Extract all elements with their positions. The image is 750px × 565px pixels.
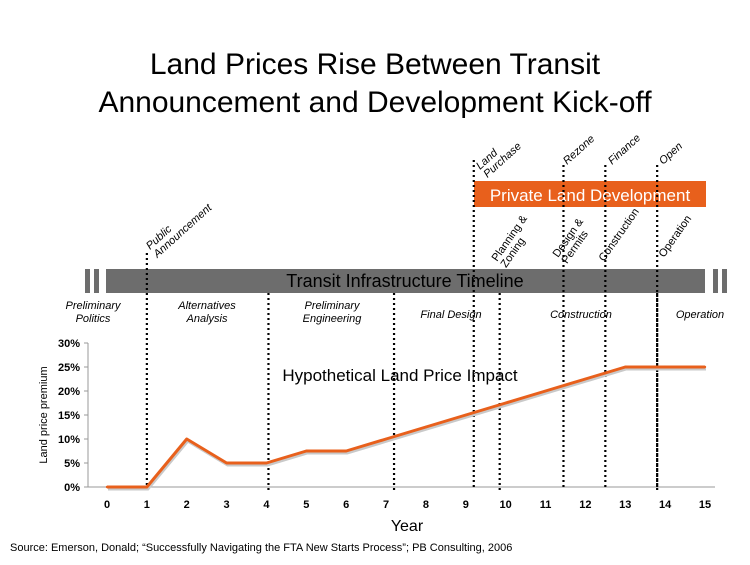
land-price-point xyxy=(703,365,707,369)
milestone-label: Rezone xyxy=(561,133,597,167)
land-price-point xyxy=(225,461,228,465)
transit-bar-label: Transit Infrastructure Timeline xyxy=(286,271,523,291)
transit-phase-label: Final Design xyxy=(420,309,481,321)
x-tick-label: 1 xyxy=(144,499,150,511)
source-citation: Source: Emerson, Donald; “Successfully N… xyxy=(10,542,513,554)
transit-bar-stripe xyxy=(713,269,718,293)
x-tick-label: 8 xyxy=(423,499,429,511)
private-bar-label: Private Land Development xyxy=(490,186,691,205)
milestone-label: Open xyxy=(657,140,685,167)
y-tick-label: 15% xyxy=(58,410,80,422)
y-tick-label: 25% xyxy=(58,362,80,374)
y-tick-label: 5% xyxy=(64,458,80,470)
transit-bar-stripe xyxy=(722,269,727,293)
private-phase-label: Design &Permits xyxy=(551,216,596,266)
transit-phase-label: Alternatives Analysis xyxy=(177,300,236,325)
x-tick-label: 12 xyxy=(579,499,591,511)
x-tick-label: 6 xyxy=(343,499,349,511)
land-price-point xyxy=(145,485,149,489)
x-tick-label: 14 xyxy=(659,499,672,511)
land-price-line-shadow xyxy=(108,367,706,491)
private-phase-label: Construction xyxy=(597,206,642,263)
land-price-point xyxy=(105,485,109,489)
land-price-point xyxy=(424,425,428,429)
transit-bar-stripe xyxy=(94,269,99,293)
milestone-label: LandPurchase xyxy=(474,132,524,180)
slide-title-line-1: Land Prices Rise Between Transit xyxy=(149,48,601,81)
land-price-point xyxy=(305,449,308,453)
land-price-point xyxy=(504,401,507,405)
transit-phase-label: Operation xyxy=(676,309,724,321)
x-tick-label: 10 xyxy=(500,499,512,511)
land-price-point xyxy=(663,365,667,369)
land-price-point xyxy=(265,461,268,465)
land-price-point xyxy=(464,413,467,417)
x-tick-label: 3 xyxy=(224,499,230,511)
slide-title-line-2: Announcement and Development Kick-off xyxy=(98,86,652,119)
x-tick-label: 9 xyxy=(463,499,469,511)
x-tick-label: 2 xyxy=(184,499,190,511)
x-tick-label: 13 xyxy=(619,499,631,511)
private-phase-label: Operation xyxy=(657,213,695,259)
private-development-bar xyxy=(474,181,706,207)
x-tick-label: 5 xyxy=(303,499,309,511)
land-price-point xyxy=(185,437,188,441)
land-price-point xyxy=(624,365,627,369)
x-tick-label: 11 xyxy=(540,499,552,511)
land-price-point xyxy=(584,377,587,381)
private-phase-label: Planning &Zoning xyxy=(490,213,540,270)
land-price-line xyxy=(107,365,705,489)
y-tick-label: 0% xyxy=(64,482,80,494)
x-tick-label: 15 xyxy=(699,499,711,511)
transit-bar-stripe xyxy=(85,269,90,293)
land-price-point xyxy=(345,449,348,453)
chart-annotation: Hypothetical Land Price Impact xyxy=(282,366,518,385)
land-price-point xyxy=(544,389,547,393)
y-tick-label: 10% xyxy=(58,434,80,446)
milestone-label: PublicAnnouncement xyxy=(143,193,215,261)
x-tick-label: 4 xyxy=(263,499,270,511)
x-tick-label: 7 xyxy=(383,499,389,511)
land-price-point xyxy=(384,437,388,441)
transit-phase-label: Preliminary Engineering xyxy=(303,300,363,325)
x-tick-label: 0 xyxy=(104,499,110,511)
milestone-label: Finance xyxy=(606,132,643,167)
y-tick-label: 30% xyxy=(58,338,80,350)
x-axis-title: Year xyxy=(391,518,424,535)
transit-phase-label: Preliminary Politics xyxy=(65,300,122,325)
y-tick-label: 20% xyxy=(58,386,80,398)
y-axis-title: Land price premium xyxy=(38,366,50,463)
transit-phase-label: Construction xyxy=(550,309,612,321)
